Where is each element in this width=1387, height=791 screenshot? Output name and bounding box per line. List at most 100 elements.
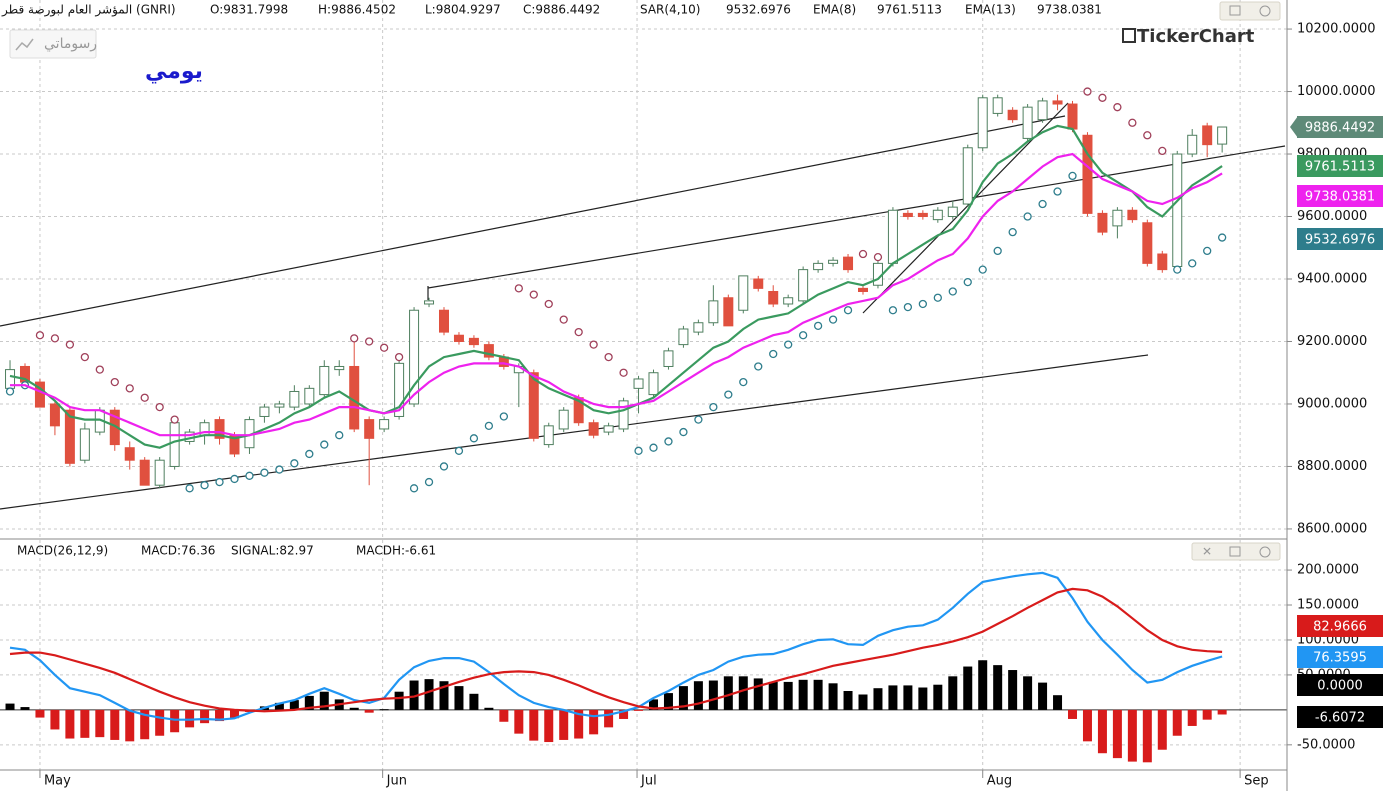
- sar-dot: [379, 343, 389, 352]
- candle-body: [1007, 109, 1018, 121]
- histogram-bar: [1068, 709, 1078, 719]
- histogram-bar: [319, 691, 329, 710]
- candle: [902, 210, 913, 220]
- candle-body: [858, 287, 869, 292]
- histogram-bar: [948, 676, 958, 710]
- sar-dot: [694, 415, 703, 424]
- histogram-bar: [215, 709, 225, 722]
- window-buttons[interactable]: [1219, 1, 1281, 21]
- legend-name: EMA(13): [965, 3, 1016, 17]
- histogram-bar: [125, 709, 135, 742]
- sar-dot: [1053, 187, 1062, 196]
- sar-dot: [544, 299, 553, 309]
- histogram-bar: [229, 709, 239, 719]
- trend-line: [0, 354, 1149, 510]
- histogram-bar: [813, 679, 823, 710]
- ohlc-label: C:9886.4492: [523, 3, 600, 17]
- sar-dot: [754, 362, 763, 371]
- candle-body: [1217, 126, 1228, 145]
- histogram-bar: [289, 700, 299, 710]
- candle-body: [528, 372, 539, 439]
- legend-name: EMA(8): [813, 3, 856, 17]
- drawings-button-label[interactable]: رسوماتي: [44, 36, 97, 52]
- sar-dot: [993, 246, 1002, 256]
- candle-body: [843, 256, 854, 271]
- candle: [648, 369, 659, 398]
- histogram-bar: [574, 709, 584, 739]
- histogram-bar: [783, 681, 793, 710]
- candle: [289, 385, 300, 411]
- legend-value: MACD:76.36: [141, 544, 215, 558]
- histogram-bar: [274, 702, 284, 710]
- value-badge-label: 9886.4492: [1305, 121, 1375, 136]
- value-badge: [1297, 228, 1383, 250]
- candle-body: [738, 275, 749, 311]
- value-badge-label: 9532.6976: [1305, 233, 1375, 248]
- sar-dot: [679, 427, 688, 437]
- candle-body: [558, 409, 569, 430]
- panel-buttons[interactable]: [1191, 542, 1281, 561]
- badge-arrow: [1290, 116, 1298, 138]
- value-badge: [1297, 185, 1383, 207]
- candle: [1127, 207, 1138, 223]
- sar-dot: [1143, 131, 1152, 140]
- value-badge: [1297, 706, 1383, 728]
- sar-dot: [1188, 259, 1197, 268]
- candle-body: [483, 344, 494, 358]
- candle-body: [334, 365, 345, 371]
- histogram-bar: [155, 709, 165, 736]
- candle-body: [289, 390, 300, 408]
- candle-body: [917, 212, 928, 218]
- histogram-bar: [35, 709, 45, 718]
- histogram-bar: [978, 660, 988, 710]
- histogram-bar: [379, 709, 389, 711]
- histogram-bar: [514, 709, 524, 734]
- histogram-bar: [454, 686, 464, 710]
- value-badge-label: 9738.0381: [1305, 190, 1375, 205]
- candle-body: [453, 334, 464, 342]
- ohlc-label: H:9886.4502: [318, 3, 396, 17]
- sar-dot: [424, 477, 434, 487]
- sar-dot: [320, 440, 329, 449]
- histogram-bar: [1202, 709, 1212, 720]
- candle-body: [618, 400, 629, 430]
- histogram-bar: [1097, 709, 1107, 754]
- legend-value: MACDH:-6.61: [356, 544, 436, 558]
- histogram-bar: [1082, 709, 1092, 742]
- value-badge-label: 9761.5113: [1305, 160, 1375, 175]
- header: المؤشر العام لبورصة قطر (GNRI) O:9831.79…: [1, 1, 1281, 561]
- sar-dot: [529, 290, 538, 299]
- histogram-bar: [95, 709, 105, 738]
- settings-button[interactable]: [1259, 546, 1271, 558]
- value-badge-label: 0.0000: [1317, 679, 1363, 694]
- candle: [259, 403, 270, 423]
- sar-dot: [589, 340, 598, 349]
- candle: [618, 397, 629, 433]
- histogram-bar: [110, 709, 120, 740]
- histogram-bar: [678, 686, 688, 710]
- candle-body: [49, 403, 60, 427]
- sar-dot: [170, 415, 179, 424]
- settings-button[interactable]: [1259, 5, 1271, 17]
- sar-dot: [604, 352, 613, 362]
- value-badge-label: 82.9666: [1313, 620, 1367, 635]
- logo: TickerChart: [1137, 26, 1255, 47]
- candle: [1217, 126, 1228, 153]
- sar-dot: [215, 477, 224, 487]
- sar-dot: [1098, 93, 1107, 102]
- sar-dot: [664, 437, 673, 446]
- candle: [334, 360, 345, 376]
- sar-dot: [574, 327, 583, 337]
- candle-body: [543, 425, 554, 446]
- candle: [962, 144, 973, 208]
- histogram-bar: [65, 709, 75, 739]
- sar-dot: [634, 446, 643, 455]
- x-tick-label: Jul: [640, 774, 657, 789]
- candle-body: [424, 300, 435, 305]
- maximize-button[interactable]: [1229, 546, 1241, 557]
- candle-body: [34, 381, 45, 408]
- close-button[interactable]: ✕: [1202, 545, 1212, 559]
- candle: [708, 285, 719, 326]
- maximize-button[interactable]: [1229, 5, 1241, 16]
- drawings-button[interactable]: [9, 29, 97, 59]
